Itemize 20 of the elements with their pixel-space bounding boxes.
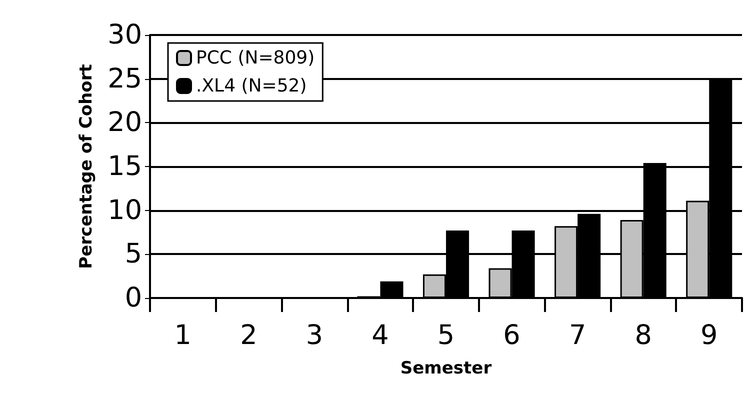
x-axis-title: Semester bbox=[400, 358, 492, 378]
legend-label: .XL4 (N=52) bbox=[196, 76, 307, 96]
x-tick-label: 6 bbox=[503, 320, 520, 351]
y-tick-label: 5 bbox=[124, 238, 142, 270]
y-tick-label: 20 bbox=[108, 107, 142, 138]
y-tick-label: 15 bbox=[108, 151, 142, 182]
x-tick-label: 8 bbox=[634, 320, 652, 351]
legend-label: PCC (N=809) bbox=[196, 48, 315, 68]
x-tick-label: 1 bbox=[174, 320, 192, 351]
y-tick-label: 25 bbox=[108, 63, 142, 94]
x-tick-label: 9 bbox=[700, 320, 718, 351]
y-tick-label: 10 bbox=[108, 194, 142, 226]
y-tick-label: 0 bbox=[124, 282, 142, 314]
x-tick-label: 3 bbox=[306, 320, 324, 351]
y-axis-title: Percentage of Cohort bbox=[76, 64, 96, 269]
x-tick-label: 2 bbox=[240, 320, 258, 351]
x-tick-label: 5 bbox=[437, 320, 455, 351]
x-tick-label: 4 bbox=[372, 320, 389, 351]
y-tick-label: 30 bbox=[108, 20, 142, 50]
x-tick-label: 7 bbox=[568, 320, 586, 351]
